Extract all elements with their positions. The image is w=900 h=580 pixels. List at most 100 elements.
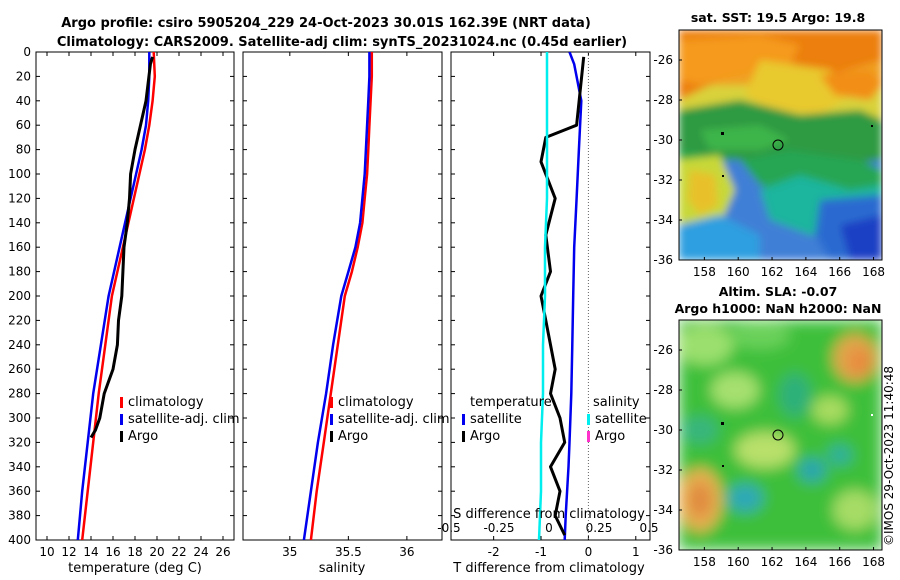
series-line-temperature-satellite bbox=[563, 52, 583, 540]
sla-map-subtitle: Argo h1000: NaN h2000: NaN bbox=[675, 301, 882, 316]
sst-map-title: sat. SST: 19.5 Argo: 19.8 bbox=[691, 10, 865, 25]
map-y-tick-label: -34 bbox=[653, 213, 673, 227]
x-tick-label: 12 bbox=[61, 545, 76, 559]
y-tick-label: 220 bbox=[8, 313, 31, 327]
x-tick-label: 36 bbox=[399, 545, 414, 559]
salinity-xlabel: salinity bbox=[319, 561, 366, 576]
map-y-tick-label: -28 bbox=[653, 93, 673, 107]
legend-swatch-climatology bbox=[330, 397, 333, 408]
sla-map-frame bbox=[678, 319, 883, 551]
sst-map-frame bbox=[678, 29, 883, 261]
y-tick-label: 0 bbox=[23, 45, 31, 59]
sst-argo-marker bbox=[772, 139, 784, 151]
sla-island-marker bbox=[871, 414, 873, 416]
legend-title-temperature: temperature bbox=[470, 395, 552, 410]
legend-swatch-satellite bbox=[330, 414, 333, 425]
legend-swatch-temp-satellite bbox=[462, 414, 465, 425]
x-tick-label: 14 bbox=[83, 545, 98, 559]
temperature-axes-frame bbox=[35, 51, 235, 541]
y-tick-label: 120 bbox=[8, 191, 31, 205]
map-x-tick-label: 162 bbox=[761, 555, 784, 569]
x-tick-label: 22 bbox=[171, 545, 186, 559]
x-tick-label: 18 bbox=[127, 545, 142, 559]
sst-map-panel: sat. SST: 19.5 Argo: 19.8 bbox=[653, 10, 885, 279]
x-tick-label: 20 bbox=[149, 545, 164, 559]
x-tick-label: 10 bbox=[39, 545, 54, 559]
map-y-tick-label: -36 bbox=[653, 543, 673, 557]
imos-timestamp: ©IMOS 29-Oct-2023 11:40:48 bbox=[882, 366, 896, 546]
legend-label-sal-argo: Argo bbox=[595, 429, 625, 444]
y-tick-label: 20 bbox=[16, 69, 31, 83]
y-tick-label: 100 bbox=[8, 167, 31, 181]
x-tick-label: 35.5 bbox=[335, 545, 362, 559]
map-x-tick-label: 166 bbox=[828, 265, 851, 279]
x2-tick-label: -0.25 bbox=[483, 521, 514, 535]
legend-label-satellite: satellite-adj. clim bbox=[338, 412, 450, 427]
map-y-tick-label: -34 bbox=[653, 503, 673, 517]
figure-title-line2: Climatology: CARS2009. Satellite-adj cli… bbox=[57, 35, 627, 50]
y-tick-label: 80 bbox=[16, 143, 31, 157]
legend-swatch-sal-satellite bbox=[587, 414, 590, 425]
sla-argo-marker bbox=[772, 429, 784, 441]
series-line-temperature-argo bbox=[539, 56, 586, 536]
salinity-legend: climatology satellite-adj. clim Argo bbox=[330, 395, 450, 444]
legend-swatch-argo bbox=[120, 431, 123, 442]
difference-legend: temperature satellite Argo salinity sate… bbox=[462, 395, 647, 444]
map-y-tick-label: -26 bbox=[653, 53, 673, 67]
map-y-tick-label: -28 bbox=[653, 383, 673, 397]
series-line-argo bbox=[89, 56, 155, 439]
temperature-legend: climatology satellite-adj. clim Argo bbox=[120, 395, 240, 444]
s-difference-xlabel: S difference from climatology bbox=[453, 507, 645, 522]
legend-label-temp-argo: Argo bbox=[470, 429, 500, 444]
series-line-salinity-satellite bbox=[537, 52, 549, 540]
x2-tick-label: 0 bbox=[545, 521, 553, 535]
legend-swatch-sal-argo bbox=[587, 431, 590, 442]
map-y-tick-label: -26 bbox=[653, 343, 673, 357]
map-y-tick-label: -32 bbox=[653, 463, 673, 477]
legend-label-satellite: satellite-adj. clim bbox=[128, 412, 240, 427]
sst-island-marker bbox=[721, 132, 724, 135]
difference-panel: -2 -1 0 1 -0.5 -0.25 0 0.25 0.5 T difference fr… bbox=[437, 51, 659, 576]
y-tick-label: 380 bbox=[8, 509, 31, 523]
x2-tick-label: 0.25 bbox=[586, 521, 613, 535]
sst-island-marker bbox=[722, 175, 724, 177]
salinity-panel: 35 35.5 36 salinity climatology satellite-… bbox=[242, 51, 450, 576]
x-tick-label: 1 bbox=[632, 545, 640, 559]
x-tick-label: -2 bbox=[488, 545, 500, 559]
map-x-tick-label: 168 bbox=[862, 555, 885, 569]
map-x-tick-label: 164 bbox=[794, 555, 817, 569]
y-tick-label: 400 bbox=[8, 533, 31, 547]
y-tick-label: 60 bbox=[16, 118, 31, 132]
sla-map-title: Altim. SLA: -0.07 bbox=[719, 284, 838, 299]
map-y-tick-label: -32 bbox=[653, 173, 673, 187]
map-x-tick-label: 168 bbox=[862, 265, 885, 279]
y-tick-label: 340 bbox=[8, 460, 31, 474]
map-y-tick-label: -36 bbox=[653, 253, 673, 267]
legend-label-argo: Argo bbox=[338, 429, 368, 444]
legend-label-climatology: climatology bbox=[128, 395, 204, 410]
legend-label-sal-satellite: satellite bbox=[595, 412, 647, 427]
y-tick-label: 180 bbox=[8, 265, 31, 279]
y-tick-label: 360 bbox=[8, 484, 31, 498]
legend-swatch-argo bbox=[330, 431, 333, 442]
legend-swatch-satellite bbox=[120, 414, 123, 425]
legend-label-argo: Argo bbox=[128, 429, 158, 444]
legend-swatch-temp-argo bbox=[462, 431, 465, 442]
map-x-tick-label: 164 bbox=[794, 265, 817, 279]
y-tick-label: 280 bbox=[8, 387, 31, 401]
x2-tick-label: 0.5 bbox=[639, 521, 658, 535]
x-tick-label: 24 bbox=[193, 545, 208, 559]
y-tick-label: 40 bbox=[16, 94, 31, 108]
series-line-climatology bbox=[309, 52, 374, 540]
map-x-tick-label: 160 bbox=[727, 555, 750, 569]
sst-island-marker bbox=[871, 125, 873, 127]
x2-tick-label: -0.5 bbox=[437, 521, 460, 535]
x-tick-label: -1 bbox=[535, 545, 547, 559]
x-tick-label: 16 bbox=[105, 545, 120, 559]
sst-field bbox=[679, 30, 882, 260]
temperature-xlabel: temperature (deg C) bbox=[68, 561, 202, 576]
t-difference-xlabel: T difference from climatology bbox=[452, 561, 645, 576]
series-line-satellite-adj-clim bbox=[302, 52, 371, 540]
figure-title-line1: Argo profile: csiro 5905204_229 24-Oct-2… bbox=[61, 16, 591, 31]
